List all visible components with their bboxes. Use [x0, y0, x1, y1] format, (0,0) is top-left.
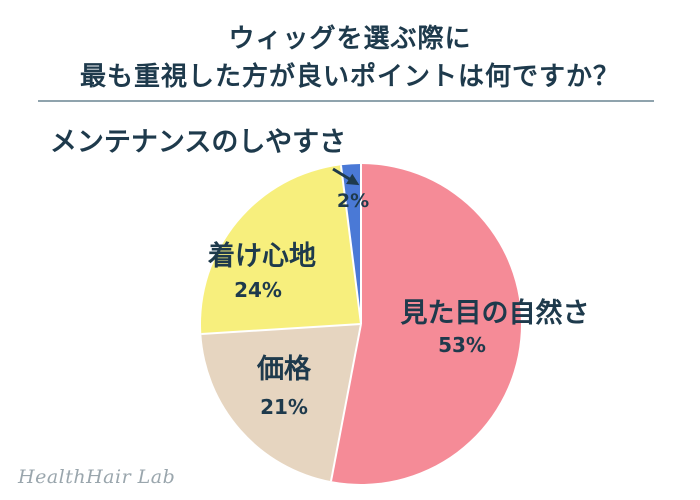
- watermark-logo: HealthHair Lab: [18, 466, 176, 488]
- slice-price: [201, 324, 361, 482]
- slice-separator: [339, 165, 362, 325]
- slice-maintenance-value: 2%: [337, 190, 369, 212]
- slice-price-label: 価格: [256, 354, 312, 385]
- slice-maintenance-label: メンテナンスのしやすさ: [50, 127, 346, 158]
- pie-slices: [200, 164, 521, 484]
- chart-title-line-1: ウィッグを選ぶ際に: [228, 24, 472, 54]
- callout-arrow-head-icon: [346, 173, 360, 186]
- slice-price-value: 21%: [260, 395, 308, 419]
- slice-comfort-label: 着け心地: [207, 240, 316, 272]
- title-divider: [38, 100, 654, 102]
- slice-comfort: [200, 165, 361, 335]
- slice-natural-look-value: 53%: [438, 333, 486, 357]
- slice-separator: [330, 323, 362, 482]
- pie-labels: 見た目の自然さ 53% 価格 21% 着け心地 24% メンテナンスのしやすさ 2%: [50, 127, 590, 419]
- slice-natural-look: [331, 164, 521, 484]
- slice-comfort-value: 24%: [234, 278, 282, 302]
- chart-title-line-2: 最も重視した方が良いポイントは何ですか？: [79, 62, 620, 92]
- slice-natural-look-label: 見た目の自然さ: [401, 297, 590, 329]
- slice-separator: [201, 323, 362, 336]
